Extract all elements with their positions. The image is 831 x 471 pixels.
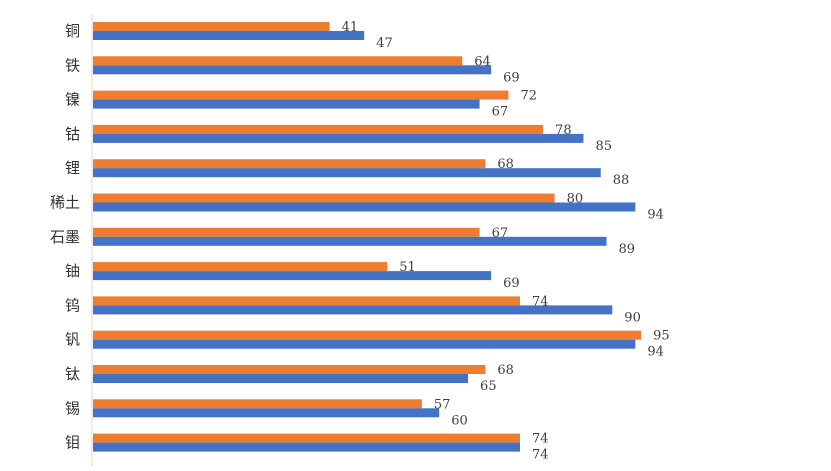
bar-series-2	[93, 99, 480, 109]
data-label-series-2: 65	[480, 379, 497, 394]
bar-series-1	[93, 399, 422, 409]
data-label-series-2: 88	[613, 173, 630, 188]
bar-series-2	[93, 408, 440, 418]
category-label: 钨	[65, 296, 80, 314]
category-label: 铀	[65, 262, 80, 280]
category-label: 稀土	[50, 194, 80, 212]
bar-series-1	[93, 296, 520, 306]
data-label-series-2: 85	[595, 139, 612, 154]
data-label-series-2: 60	[451, 413, 468, 428]
data-label-series-2: 69	[503, 70, 520, 85]
data-label-series-2: 90	[624, 310, 641, 325]
data-label-series-1: 78	[555, 123, 572, 138]
data-label-series-2: 94	[647, 345, 664, 360]
bar-series-2	[93, 65, 492, 75]
bar-series-2	[93, 374, 469, 383]
bar-series-1	[93, 22, 330, 31]
data-label-series-1: 95	[653, 329, 670, 344]
data-label-series-2: 74	[532, 448, 549, 463]
bar-series-2	[93, 168, 601, 178]
bar-series-2	[93, 31, 365, 40]
data-label-series-1: 57	[434, 397, 451, 412]
data-labels-layer: 4147646972677885688880946789516974909594…	[342, 20, 670, 463]
bar-series-1	[93, 124, 544, 134]
bars-layer	[93, 22, 642, 452]
data-label-series-1: 74	[532, 432, 549, 447]
bar-series-2	[93, 133, 584, 143]
bar-series-2	[93, 442, 520, 452]
category-label: 镍	[65, 91, 80, 109]
bar-series-2	[93, 271, 492, 281]
category-label: 铁	[65, 56, 80, 74]
bar-series-1	[93, 90, 509, 100]
bar-series-1	[93, 56, 463, 66]
data-label-series-1: 67	[492, 226, 509, 241]
bar-series-2	[93, 305, 613, 315]
category-label: 锂	[65, 159, 80, 177]
data-label-series-1: 68	[497, 363, 514, 378]
category-label: 钒	[65, 331, 80, 349]
category-label: 锡	[65, 399, 80, 417]
bar-series-1	[93, 193, 555, 203]
data-label-series-1: 74	[532, 294, 549, 309]
bar-series-1	[93, 159, 486, 169]
data-label-series-2: 67	[492, 105, 509, 120]
bar-series-2	[93, 339, 636, 349]
data-label-series-1: 64	[474, 54, 491, 69]
bar-series-1	[93, 365, 486, 374]
category-label: 钼	[65, 434, 80, 452]
data-label-series-2: 69	[503, 276, 520, 291]
data-label-series-1: 80	[567, 192, 584, 207]
bar-series-1	[93, 227, 480, 237]
data-label-series-1: 51	[399, 260, 416, 275]
data-label-series-2: 89	[619, 242, 636, 257]
category-label: 钛	[65, 365, 80, 383]
bar-series-1	[93, 262, 388, 272]
data-label-series-1: 68	[497, 157, 514, 172]
category-label: 铜	[65, 22, 80, 40]
bar-series-2	[93, 236, 607, 246]
bar-series-1	[93, 433, 520, 443]
data-label-series-2: 47	[376, 36, 393, 51]
data-label-series-1: 72	[520, 89, 537, 104]
bar-series-2	[93, 202, 636, 212]
category-label: 钴	[65, 125, 80, 143]
category-label: 石墨	[50, 228, 80, 246]
data-label-series-2: 94	[647, 208, 664, 223]
bar-series-1	[93, 330, 642, 340]
data-label-series-1: 41	[342, 20, 359, 35]
